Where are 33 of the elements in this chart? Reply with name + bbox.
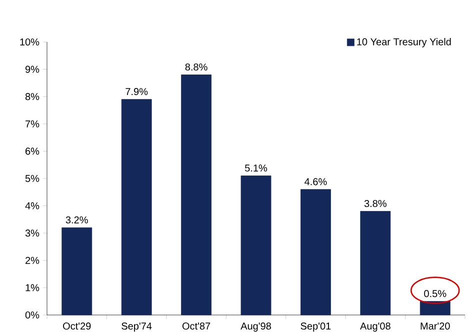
bar xyxy=(121,99,152,316)
bar xyxy=(420,301,450,316)
y-tick-label: 1% xyxy=(26,284,40,292)
y-tick-label: 5% xyxy=(25,174,40,182)
x-tick-label: Oct'87 xyxy=(182,322,210,330)
y-tick-label: 8% xyxy=(25,93,40,100)
bar xyxy=(181,74,212,316)
y-tick-label: 4% xyxy=(25,202,40,210)
x-tick-label: Mar'20 xyxy=(420,322,450,330)
legend-label: 10 Year Tresury Yield xyxy=(357,38,451,48)
x-tick-label: Sep'74 xyxy=(122,322,152,332)
y-tick-label: 10% xyxy=(20,38,40,46)
data-label: 0.5% xyxy=(424,290,446,298)
bar xyxy=(360,211,391,316)
data-label: 4.6% xyxy=(304,178,327,186)
x-tick-label: Aug'08 xyxy=(360,322,390,332)
x-tick-label: Aug'98 xyxy=(240,322,271,332)
y-tick-label: 7% xyxy=(26,120,40,128)
x-tick-label: Oct'29 xyxy=(63,322,91,330)
y-tick-label: 6% xyxy=(26,148,40,155)
bar xyxy=(240,176,272,316)
data-label: 7.9% xyxy=(126,88,148,96)
bar xyxy=(300,189,331,316)
data-label: 3.2% xyxy=(66,216,88,224)
data-label: 8.8% xyxy=(185,63,208,71)
y-tick-label: 9% xyxy=(25,66,40,73)
data-label: 5.1% xyxy=(245,164,268,172)
bar xyxy=(62,227,92,316)
data-label: 3.8% xyxy=(364,200,386,208)
y-tick-label: 0% xyxy=(25,311,40,319)
y-tick-label: 2% xyxy=(26,256,40,264)
x-tick-label: Sep'01 xyxy=(300,322,331,332)
y-tick-label: 3% xyxy=(25,230,40,237)
